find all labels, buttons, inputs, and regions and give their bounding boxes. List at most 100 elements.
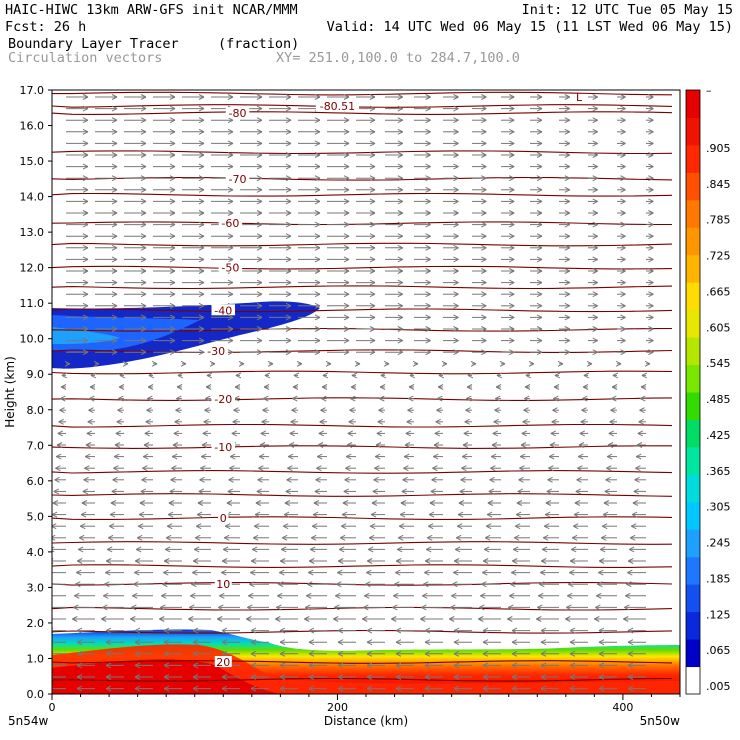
wind-vector <box>472 210 487 216</box>
wind-vector <box>369 523 385 530</box>
wind-vector <box>192 639 211 646</box>
wind-vector <box>298 256 321 263</box>
wind-vector <box>257 476 269 483</box>
wind-vector <box>588 175 598 182</box>
isotherm-line <box>52 445 672 449</box>
wind-vector <box>308 639 327 646</box>
wind-vector <box>511 650 530 657</box>
colorbar-label: .365 <box>706 465 731 478</box>
wind-vector <box>95 198 118 205</box>
wind-vector <box>472 302 487 309</box>
wind-vector <box>385 175 404 182</box>
wind-vector <box>443 105 459 112</box>
wind-vector <box>501 279 515 286</box>
wind-vector <box>223 534 240 541</box>
wind-vector <box>482 627 501 634</box>
wind-vector <box>633 488 646 495</box>
wind-vector <box>443 152 459 158</box>
wind-vector <box>609 418 617 425</box>
contour-label: 10 <box>216 578 230 591</box>
temperature-contours <box>52 91 673 682</box>
wind-vector <box>248 592 269 599</box>
wind-vector <box>525 372 532 379</box>
wind-vector <box>580 418 588 425</box>
contour-label-mask <box>214 577 232 589</box>
wind-vector <box>385 163 404 170</box>
wind-vector <box>211 314 234 321</box>
wind-vector <box>443 302 459 309</box>
wind-vector <box>163 662 182 669</box>
isotherm-line <box>52 150 673 155</box>
wind-vector <box>298 175 321 182</box>
wind-vector <box>559 128 571 135</box>
wind-vector <box>433 442 443 448</box>
colorbar-label: .245 <box>706 537 731 550</box>
wind-vector <box>182 314 205 321</box>
wind-vector <box>76 674 95 680</box>
wind-vector <box>520 442 530 448</box>
wind-vector <box>275 616 298 622</box>
wind-vector <box>472 198 487 205</box>
wind-vector <box>639 407 646 414</box>
wind-vector <box>617 244 626 251</box>
wind-vector <box>337 569 356 576</box>
wind-vector <box>607 442 617 448</box>
wind-vector <box>640 384 647 390</box>
wind-vector <box>509 592 530 599</box>
wind-vector <box>598 639 617 646</box>
wind-vector <box>646 105 654 112</box>
wind-vector <box>269 302 292 309</box>
wind-vector <box>240 163 263 170</box>
wind-vector <box>383 360 390 367</box>
wind-vector <box>605 476 617 483</box>
wind-vector <box>66 256 89 263</box>
wind-vector <box>211 94 234 100</box>
wind-vector <box>66 117 89 124</box>
wind-vector <box>342 500 356 506</box>
wind-vector <box>608 430 617 437</box>
wind-vector <box>599 546 617 553</box>
wind-vector <box>160 604 182 611</box>
contour-label: -10 <box>214 441 232 454</box>
wind-vector <box>182 152 205 158</box>
wind-vector <box>571 534 588 541</box>
wind-vector <box>575 488 588 495</box>
wind-vector <box>52 618 66 620</box>
wind-vector <box>199 476 211 483</box>
y-tick-label: 13.0 <box>20 226 45 239</box>
field-title: Boundary Layer Tracer <box>8 36 179 52</box>
wind-vector <box>153 94 176 100</box>
wind-vector <box>454 546 472 553</box>
wind-vector <box>472 279 487 286</box>
wind-vector <box>627 650 646 657</box>
wind-vector <box>52 583 66 585</box>
wind-vector <box>356 198 376 205</box>
wind-vector <box>240 94 263 100</box>
isotherm-line <box>52 285 673 290</box>
contour-label-mask <box>218 261 243 273</box>
wind-vector <box>453 558 472 564</box>
isotherm-line <box>52 564 673 568</box>
wind-vector <box>264 372 271 379</box>
wind-vector <box>356 256 376 263</box>
wind-vector <box>320 407 327 414</box>
wind-vector <box>508 604 530 611</box>
wind-vector <box>344 476 356 483</box>
wind-vector <box>124 326 147 332</box>
wind-vector <box>569 558 588 564</box>
cross-section-endpoints: XY= 251.0,100.0 to 284.7,100.0 <box>276 50 520 66</box>
wind-vector <box>327 128 350 135</box>
wind-vector <box>76 685 95 692</box>
wind-vector <box>327 152 350 158</box>
wind-vector <box>403 465 414 472</box>
wind-vector <box>66 326 89 332</box>
wind-vector <box>240 314 263 321</box>
x-tick-label: 200 <box>327 701 348 714</box>
wind-vector <box>146 407 153 414</box>
wind-vector <box>279 685 298 692</box>
wind-vector <box>443 186 459 193</box>
wind-vector <box>356 105 376 112</box>
wind-vector <box>646 233 654 240</box>
wind-vector <box>327 198 350 205</box>
wind-vector <box>333 616 356 622</box>
